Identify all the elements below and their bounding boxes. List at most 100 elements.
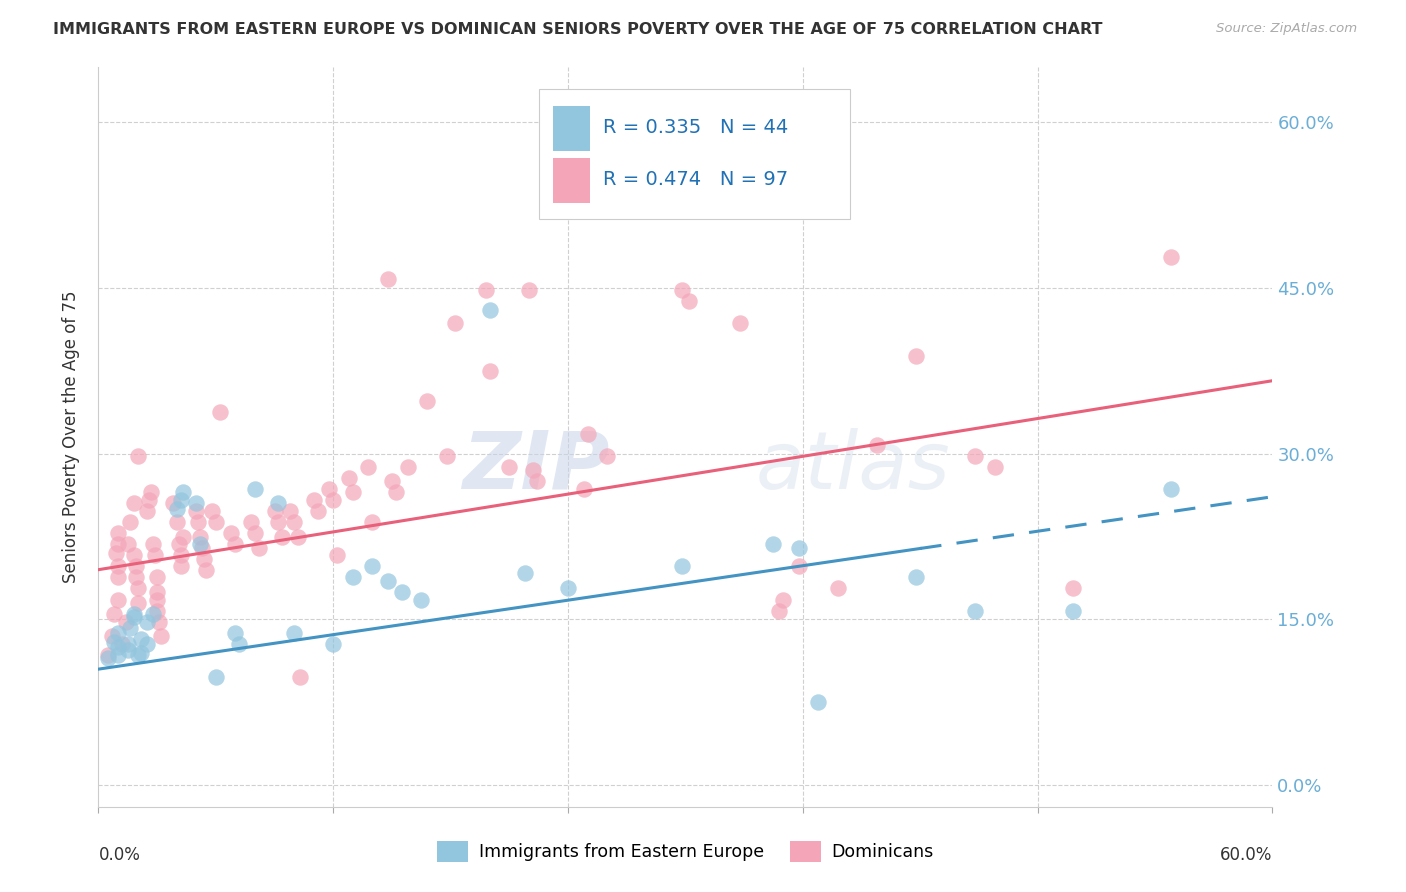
Point [136, 637, 159, 651]
Point [201, 504, 224, 518]
Point [361, 515, 384, 529]
Point [478, 303, 501, 318]
Point [361, 559, 384, 574]
Point [107, 537, 129, 551]
Point [122, 607, 145, 621]
FancyBboxPatch shape [538, 89, 849, 219]
Point [478, 364, 501, 378]
Point [107, 648, 129, 662]
Point [671, 559, 693, 574]
Point [385, 485, 408, 500]
Point [146, 570, 169, 584]
Point [377, 574, 399, 588]
Point [172, 529, 194, 543]
Point [143, 549, 166, 563]
Point [728, 316, 751, 330]
Point [278, 504, 301, 518]
Point [963, 449, 986, 463]
Point [103, 607, 125, 621]
Point [342, 485, 364, 500]
Point [243, 482, 266, 496]
Bar [553, 158, 591, 203]
Text: IMMIGRANTS FROM EASTERN EUROPE VS DOMINICAN SENIORS POVERTY OVER THE AGE OF 75 C: IMMIGRANTS FROM EASTERN EUROPE VS DOMINI… [53, 22, 1102, 37]
Point [107, 625, 129, 640]
Point [127, 449, 149, 463]
Point [572, 482, 595, 496]
Point [307, 504, 329, 518]
Point [772, 592, 794, 607]
Point [127, 648, 149, 662]
Point [146, 592, 169, 607]
Point [195, 563, 218, 577]
Point [205, 515, 228, 529]
Point [131, 646, 153, 660]
Point [169, 493, 191, 508]
Point [905, 350, 928, 364]
Point [866, 438, 889, 452]
Point [318, 482, 340, 496]
Point [166, 515, 188, 529]
Point [240, 515, 263, 529]
Point [162, 496, 184, 510]
Point [1160, 482, 1182, 496]
Point [127, 582, 149, 596]
Point [224, 537, 246, 551]
Point [107, 640, 129, 654]
Point [208, 405, 231, 419]
Point [122, 610, 145, 624]
Point [475, 283, 498, 297]
Point [342, 570, 364, 584]
Point [963, 603, 986, 617]
Bar [553, 106, 591, 152]
Text: 60.0%: 60.0% [1220, 846, 1272, 864]
Text: R = 0.474   N = 97: R = 0.474 N = 97 [603, 170, 789, 189]
Point [150, 629, 173, 643]
Point [97, 648, 120, 662]
Y-axis label: Seniors Poverty Over the Age of 75: Seniors Poverty Over the Age of 75 [62, 291, 80, 583]
Point [391, 584, 413, 599]
Point [124, 570, 146, 584]
Point [122, 549, 145, 563]
Point [498, 459, 520, 474]
Point [228, 637, 250, 651]
Point [117, 537, 139, 551]
Point [787, 541, 810, 555]
Point [172, 485, 194, 500]
Point [513, 566, 536, 580]
Point [416, 393, 439, 408]
Point [283, 515, 305, 529]
Point [768, 603, 790, 617]
Point [146, 584, 169, 599]
Point [169, 549, 191, 563]
Point [142, 537, 165, 551]
Point [1160, 250, 1182, 264]
Text: ZIP: ZIP [461, 427, 609, 506]
Point [103, 634, 125, 648]
Text: Source: ZipAtlas.com: Source: ZipAtlas.com [1216, 22, 1357, 36]
Point [1062, 582, 1084, 596]
Point [111, 637, 134, 651]
Point [131, 632, 153, 647]
Point [107, 592, 129, 607]
Point [224, 625, 246, 640]
Point [326, 549, 349, 563]
Point [105, 546, 128, 560]
Point [443, 316, 465, 330]
Point [322, 637, 344, 651]
Point [596, 449, 619, 463]
Point [107, 570, 129, 584]
Point [136, 615, 159, 629]
Point [905, 570, 928, 584]
Point [983, 459, 1005, 474]
Point [169, 559, 191, 574]
Point [411, 592, 433, 607]
Point [117, 637, 139, 651]
Point [146, 603, 169, 617]
Point [166, 502, 188, 516]
Point [205, 670, 228, 684]
Point [118, 621, 141, 635]
Point [271, 529, 294, 543]
Point [288, 670, 311, 684]
Point [188, 537, 211, 551]
Point [117, 643, 139, 657]
